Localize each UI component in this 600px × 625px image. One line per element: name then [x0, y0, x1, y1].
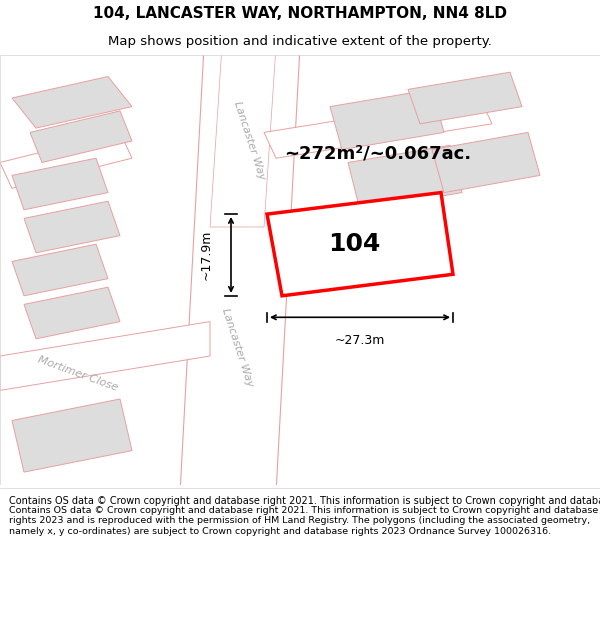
Text: Contains OS data © Crown copyright and database right 2021. This information is : Contains OS data © Crown copyright and d…	[9, 496, 600, 506]
Polygon shape	[12, 399, 132, 472]
Text: Mortimer Close: Mortimer Close	[37, 354, 119, 392]
Text: Lancaster Way: Lancaster Way	[232, 101, 266, 182]
Polygon shape	[24, 201, 120, 252]
Text: ~27.3m: ~27.3m	[335, 334, 385, 348]
Text: Contains OS data © Crown copyright and database right 2021. This information is : Contains OS data © Crown copyright and d…	[9, 506, 598, 536]
Text: 104, LANCASTER WAY, NORTHAMPTON, NN4 8LD: 104, LANCASTER WAY, NORTHAMPTON, NN4 8LD	[93, 6, 507, 21]
Polygon shape	[0, 132, 132, 188]
Polygon shape	[267, 192, 453, 296]
Polygon shape	[180, 46, 300, 494]
Polygon shape	[12, 244, 108, 296]
Text: Map shows position and indicative extent of the property.: Map shows position and indicative extent…	[108, 35, 492, 48]
Text: ~17.9m: ~17.9m	[200, 230, 213, 280]
Polygon shape	[330, 89, 444, 149]
Text: 104: 104	[328, 232, 380, 256]
Polygon shape	[0, 322, 210, 391]
Text: Lancaster Way: Lancaster Way	[220, 307, 254, 388]
Polygon shape	[12, 76, 132, 128]
Polygon shape	[432, 132, 540, 192]
Polygon shape	[24, 288, 120, 339]
Polygon shape	[264, 98, 492, 158]
Polygon shape	[12, 158, 108, 210]
Text: ~272m²/~0.067ac.: ~272m²/~0.067ac.	[284, 145, 472, 163]
Polygon shape	[210, 46, 276, 227]
Polygon shape	[30, 111, 132, 162]
Polygon shape	[348, 145, 462, 210]
Polygon shape	[267, 192, 453, 296]
Polygon shape	[408, 72, 522, 124]
